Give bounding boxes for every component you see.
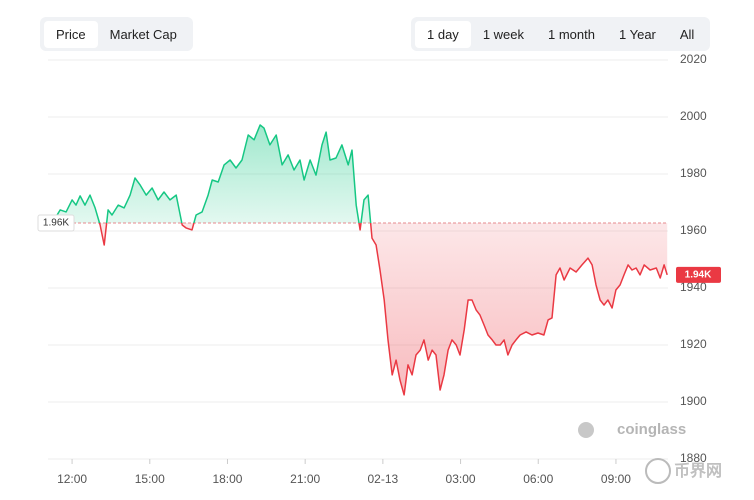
x-tick-label: 02-13 xyxy=(368,472,399,486)
baseline-label-box xyxy=(37,214,75,232)
watermark: coinglass xyxy=(617,421,686,438)
corner-logo: 币界网 xyxy=(674,462,722,480)
price-line xyxy=(56,124,668,396)
x-tick-label: 12:00 xyxy=(57,472,87,486)
baseline-label: 1.96K xyxy=(43,218,69,229)
logo-icon xyxy=(645,458,671,484)
area-up xyxy=(57,125,668,224)
watermark-icon xyxy=(578,422,594,438)
y-tick-label: 1920 xyxy=(680,337,707,351)
y-tick-label: 2020 xyxy=(680,52,707,66)
x-tick-label: 21:00 xyxy=(290,472,320,486)
tab[interactable]: 1 day xyxy=(415,20,471,48)
x-tick-label: 03:00 xyxy=(446,472,476,486)
range-tabs: 1 day 1 week 1 month 1 Year All xyxy=(411,17,711,51)
y-tick-label: 1900 xyxy=(680,394,707,408)
tab[interactable]: 1 month xyxy=(548,26,595,42)
y-tick-label: 2000 xyxy=(680,109,707,123)
tab[interactable]: 1 Year xyxy=(619,26,656,42)
area-down xyxy=(99,223,668,395)
tab[interactable]: Price xyxy=(44,20,98,48)
x-tick-label: 18:00 xyxy=(212,472,242,486)
x-tick-label: 15:00 xyxy=(135,472,165,486)
tab[interactable]: Market Cap xyxy=(109,26,177,42)
tab[interactable]: 1 week xyxy=(482,26,525,42)
metric-tabs: Price Market Cap xyxy=(40,17,193,51)
price-label: 1.94K xyxy=(685,270,712,281)
y-tick-label: 1940 xyxy=(680,280,707,294)
y-tick-label: 1960 xyxy=(680,223,707,237)
price-label-box xyxy=(676,266,721,283)
y-tick-label: 1880 xyxy=(680,451,707,465)
x-tick-label: 09:00 xyxy=(601,472,631,486)
tab[interactable]: All xyxy=(679,26,695,42)
x-tick-label: 06:00 xyxy=(523,472,553,486)
y-tick-label: 1980 xyxy=(680,166,707,180)
